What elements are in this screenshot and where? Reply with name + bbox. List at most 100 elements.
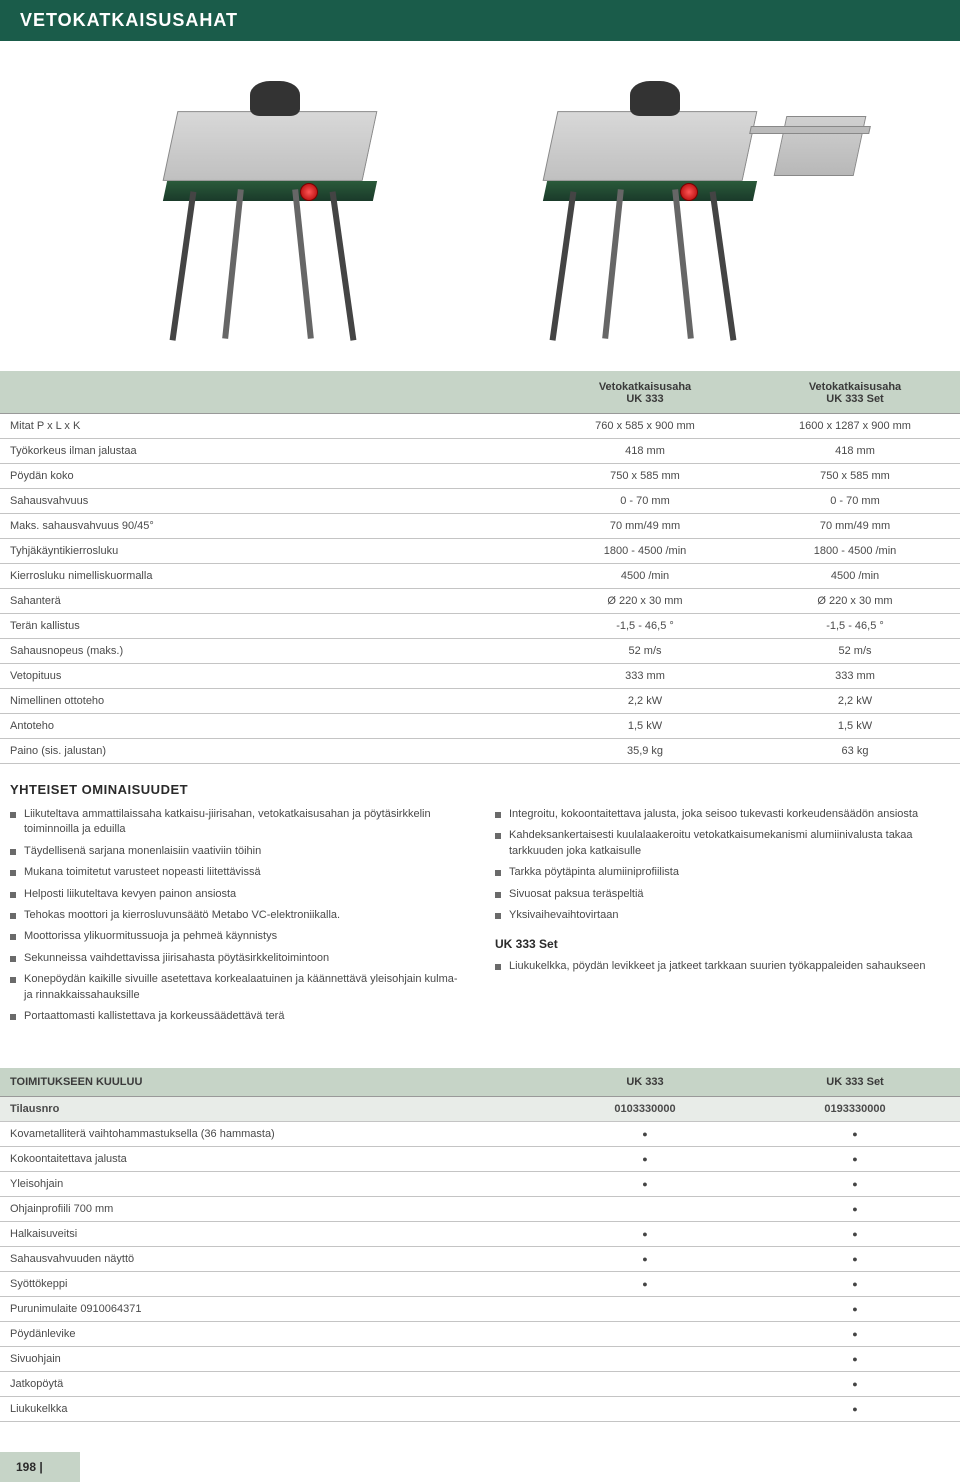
spec-row: Sahausnopeus (maks.)52 m/s52 m/s — [0, 639, 960, 664]
bullet-icon: ● — [852, 1404, 857, 1414]
delivery-header-label: TOIMITUKSEEN KUULUU — [0, 1068, 540, 1097]
delivery-row: Pöydänlevike ● — [0, 1322, 960, 1347]
delivery-header-c1: UK 333 — [540, 1068, 750, 1097]
feature-item: Liikuteltava ammattilaissaha katkaisu-ji… — [10, 807, 465, 838]
spec-label: Sahausvahvuus — [0, 489, 540, 514]
features-left-col: Liikuteltava ammattilaissaha katkaisu-ji… — [10, 807, 465, 1030]
delivery-c2: ● — [750, 1272, 960, 1297]
spec-val-2: Ø 220 x 30 mm — [750, 589, 960, 614]
order-c1: 0103330000 — [540, 1097, 750, 1122]
spec-val-1: 1800 - 4500 /min — [540, 539, 750, 564]
spec-label: Sahanterä — [0, 589, 540, 614]
features-title: YHTEISET OMINAISUUDET — [10, 782, 950, 797]
spec-label: Pöydän koko — [0, 464, 540, 489]
delivery-c2: ● — [750, 1222, 960, 1247]
spec-label: Sahausnopeus (maks.) — [0, 639, 540, 664]
spec-label: Paino (sis. jalustan) — [0, 739, 540, 764]
page-title: VETOKATKAISUSAHAT — [20, 10, 238, 30]
bullet-icon: ● — [852, 1204, 857, 1214]
delivery-c2: ● — [750, 1372, 960, 1397]
product-model-2: UK 333 Set — [760, 393, 950, 405]
feature-item: Täydellisenä sarjana monenlaisiin vaativ… — [10, 844, 465, 859]
delivery-row: Syöttökeppi ● ● — [0, 1272, 960, 1297]
features-sub-heading: UK 333 Set — [495, 937, 950, 951]
delivery-c1 — [540, 1347, 750, 1372]
feature-item: Tehokas moottori ja kierrosluvunsäätö Me… — [10, 908, 465, 923]
bullet-icon: ● — [642, 1154, 647, 1164]
product-name-1: Vetokatkaisusaha — [550, 381, 740, 393]
delivery-row: Jatkopöytä● — [0, 1372, 960, 1397]
order-label: Tilausnro — [0, 1097, 540, 1122]
feature-item: Moottorissa ylikuormitussuoja ja pehmeä … — [10, 929, 465, 944]
delivery-row: Purunimulaite 0910064371● — [0, 1297, 960, 1322]
delivery-header-row: TOIMITUKSEEN KUULUU UK 333 UK 333 Set — [0, 1068, 960, 1097]
delivery-c1 — [540, 1322, 750, 1347]
spec-label: Nimellinen ottoteho — [0, 689, 540, 714]
delivery-table: TOIMITUKSEEN KUULUU UK 333 UK 333 Set Ti… — [0, 1068, 960, 1422]
delivery-c1: ● — [540, 1147, 750, 1172]
spec-val-2: 418 mm — [750, 439, 960, 464]
spec-label: Työkorkeus ilman jalustaa — [0, 439, 540, 464]
delivery-row: Kokoontaitettava jalusta●● — [0, 1147, 960, 1172]
spec-label: Antoteho — [0, 714, 540, 739]
spec-val-1: 70 mm/49 mm — [540, 514, 750, 539]
page-number: 198 | — [0, 1452, 80, 1482]
feature-item: Helposti liikuteltava kevyen painon ansi… — [10, 887, 465, 902]
feature-item: Konepöydän kaikille sivuille asetettava … — [10, 972, 465, 1003]
delivery-label: Pöydänlevike — [0, 1322, 540, 1347]
spec-header-col1: Vetokatkaisusaha UK 333 — [540, 371, 750, 414]
feature-item: Portaattomasti kallistettava ja korkeuss… — [10, 1009, 465, 1024]
spec-header-empty — [0, 371, 540, 414]
delivery-c1 — [540, 1297, 750, 1322]
spec-row: SahanteräØ 220 x 30 mmØ 220 x 30 mm — [0, 589, 960, 614]
delivery-row: Yleisohjain●● — [0, 1172, 960, 1197]
feature-item: Tarkka pöytäpinta alumiiniprofiilista — [495, 865, 950, 880]
feature-item: Sivuosat paksua teräspeltiä — [495, 887, 950, 902]
delivery-row: Sivuohjain ● — [0, 1347, 960, 1372]
delivery-c1 — [540, 1197, 750, 1222]
delivery-c1 — [540, 1372, 750, 1397]
delivery-label: Sivuohjain — [0, 1347, 540, 1372]
spec-row: Terän kallistus-1,5 - 46,5 °-1,5 - 46,5 … — [0, 614, 960, 639]
spec-header-row: Vetokatkaisusaha UK 333 Vetokatkaisusaha… — [0, 371, 960, 414]
order-c2: 0193330000 — [750, 1097, 960, 1122]
delivery-row: Liukukelkka● — [0, 1397, 960, 1422]
spec-row: Sahausvahvuus0 - 70 mm0 - 70 mm — [0, 489, 960, 514]
delivery-c2: ● — [750, 1347, 960, 1372]
bullet-icon: ● — [642, 1279, 647, 1289]
spec-val-1: 750 x 585 mm — [540, 464, 750, 489]
product-model-1: UK 333 — [550, 393, 740, 405]
spec-header-col2: Vetokatkaisusaha UK 333 Set — [750, 371, 960, 414]
delivery-row: Kovametalliterä vaihtohammastuksella (36… — [0, 1122, 960, 1147]
delivery-label: Syöttökeppi — [0, 1272, 540, 1297]
spec-row: Tyhjäkäyntikierrosluku1800 - 4500 /min18… — [0, 539, 960, 564]
bullet-icon: ● — [642, 1229, 647, 1239]
spec-row: Mitat P x L x K760 x 585 x 900 mm1600 x … — [0, 414, 960, 439]
bullet-icon: ● — [852, 1354, 857, 1364]
spec-val-1: -1,5 - 46,5 ° — [540, 614, 750, 639]
page-header: VETOKATKAISUSAHAT — [0, 0, 960, 41]
spec-row: Vetopituus333 mm333 mm — [0, 664, 960, 689]
spec-val-1: 333 mm — [540, 664, 750, 689]
delivery-label: Kokoontaitettava jalusta — [0, 1147, 540, 1172]
spec-row: Nimellinen ottoteho2,2 kW2,2 kW — [0, 689, 960, 714]
product-name-2: Vetokatkaisusaha — [760, 381, 950, 393]
bullet-icon: ● — [852, 1254, 857, 1264]
spec-val-1: 0 - 70 mm — [540, 489, 750, 514]
delivery-c1: ● — [540, 1122, 750, 1147]
delivery-c2: ● — [750, 1297, 960, 1322]
feature-item: Integroitu, kokoontaitettava jalusta, jo… — [495, 807, 950, 822]
delivery-c2: ● — [750, 1397, 960, 1422]
delivery-c1: ● — [540, 1272, 750, 1297]
spec-row: Antoteho1,5 kW1,5 kW — [0, 714, 960, 739]
delivery-row: Sahausvahvuuden näyttö●● — [0, 1247, 960, 1272]
spec-val-2: 333 mm — [750, 664, 960, 689]
spec-val-2: 2,2 kW — [750, 689, 960, 714]
bullet-icon: ● — [852, 1329, 857, 1339]
bullet-icon: ● — [642, 1179, 647, 1189]
spec-val-1: 760 x 585 x 900 mm — [540, 414, 750, 439]
spec-val-1: 418 mm — [540, 439, 750, 464]
product-images-row — [0, 41, 960, 371]
spec-row: Pöydän koko750 x 585 mm750 x 585 mm — [0, 464, 960, 489]
spec-val-1: 1,5 kW — [540, 714, 750, 739]
